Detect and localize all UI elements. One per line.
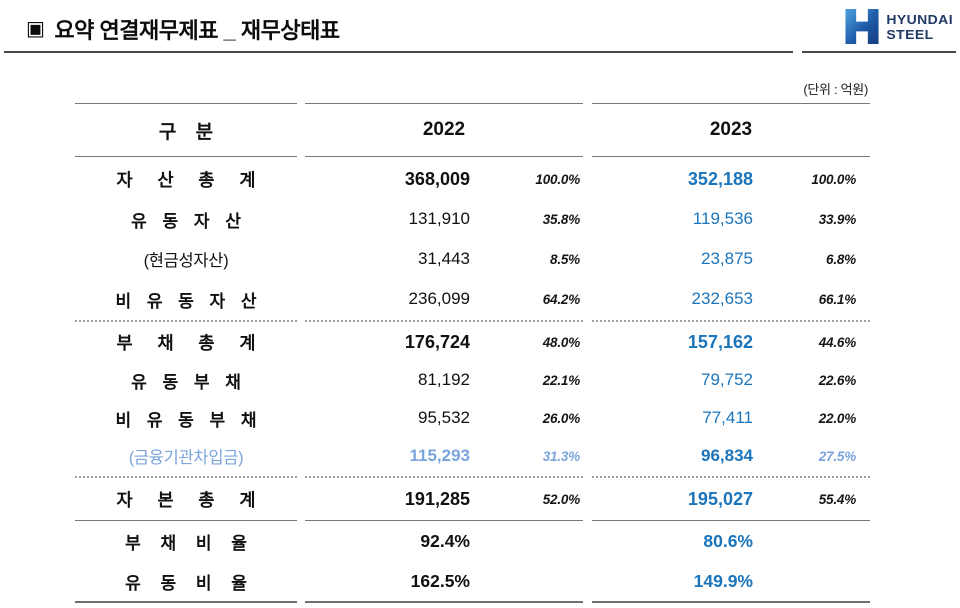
row-label: 자 본 총 계 [116,489,256,510]
value-2022: 236,099 [408,289,470,308]
pct-2022: 31.3% [542,448,580,464]
pct-2023: 27.5% [818,448,856,464]
row-label: 유 동 자 산 [131,211,241,231]
row-label: 부 채 비 율 [125,533,247,553]
table-header-row: 구 분 2022 2023 [75,104,870,156]
pct-2022: 22.1% [542,372,580,388]
liabilities-equity-rule [75,476,870,478]
row-label: (현금성자산) [143,252,229,270]
value-2023: 80.6% [703,530,753,551]
value-2022: 176,724 [404,331,470,352]
value-2022: 95,532 [418,408,470,427]
value-2023: 157,162 [687,331,753,352]
value-2023: 96,834 [701,446,753,465]
value-2022: 81,192 [418,370,470,389]
equity-ratio-rule [75,520,870,521]
table-row: 비 유 동 자 산 236,099 64.2% 232,653 66.1% [75,279,870,319]
pct-2023: 100.0% [811,171,856,187]
pct-2023: 22.6% [818,372,856,388]
pct-2023: 33.9% [818,211,856,227]
value-2022: 368,009 [404,168,470,189]
header-category: 구 분 [158,121,214,143]
title-bullet-icon: ▣ [26,18,45,40]
header-year-2023: 2023 [709,119,753,140]
row-label: 자 산 총 계 [116,169,256,190]
pct-2022: 35.8% [542,211,580,227]
table-row: 부 채 비 율 92.4% 80.6% [75,521,870,561]
ratio-section: 부 채 비 율 92.4% 80.6% 유 동 비 율 162.5% 149.9% [75,521,870,601]
value-2023: 79,752 [701,370,753,389]
table-row: (현금성자산) 31,443 8.5% 23,875 6.8% [75,239,870,279]
unit-note: (단위 : 억원) [803,82,868,97]
page-title-text: 요약 연결재무제표 _ 재무상태표 [54,18,340,43]
value-2022: 131,910 [408,209,470,228]
pct-2023: 22.0% [818,410,856,426]
row-label: 유 동 부 채 [131,372,241,392]
value-2023: 149.9% [693,570,753,591]
value-2023: 77,411 [702,408,753,427]
hyundai-h-icon [845,9,879,44]
value-2022: 191,285 [404,488,470,509]
pct-2022: 52.0% [542,491,580,507]
logo-line1: HYUNDAI [886,11,953,27]
hyundai-steel-logo: HYUNDAI STEEL [845,9,953,44]
value-2022: 162.5% [410,570,470,591]
header-bottom-rule [75,156,870,157]
financial-table: 구 분 2022 2023 자 산 총 계 368,009 100.0% 352,18… [75,103,870,603]
value-2023: 352,188 [687,168,753,189]
pct-2022: 26.0% [542,410,580,426]
pct-2023: 44.6% [818,334,856,350]
logo-line2: STEEL [886,25,934,42]
row-label: (금융기관차입금) [128,449,244,467]
pct-2023: 66.1% [818,291,856,307]
table-bottom-rule [75,601,870,603]
value-2023: 195,027 [687,488,753,509]
row-label: 비 유 동 자 산 [115,291,257,311]
table-row: 부 채 총 계 176,724 48.0% 157,162 44.6% [75,323,870,361]
logo-wordmark: HYUNDAI STEEL [886,12,953,41]
pct-2022: 8.5% [550,251,580,267]
pct-2023: 55.4% [818,491,856,507]
table-row: 유 동 비 율 162.5% 149.9% [75,561,870,601]
assets-liabilities-rule [75,320,870,322]
table-row: 유 동 자 산 131,910 35.8% 119,536 33.9% [75,199,870,239]
header-year-2022: 2022 [422,119,466,140]
table-row: 유 동 부 채 81,192 22.1% 79,752 22.6% [75,361,870,399]
assets-section: 자 산 총 계 368,009 100.0% 352,188 100.0% 유 동 자 산… [75,157,870,320]
equity-section: 자 본 총 계 191,285 52.0% 195,027 55.4% [75,478,870,520]
value-2022: 31,443 [418,249,470,268]
value-2022: 92.4% [420,530,470,551]
table-top-rule [75,103,870,104]
table-row: 자 산 총 계 368,009 100.0% 352,188 100.0% [75,159,870,199]
value-2023: 23,875 [701,249,753,268]
table-row: 비 유 동 부 채 95,532 26.0% 77,411 22.0% [75,399,870,437]
row-label: 비 유 동 부 채 [115,410,257,430]
pct-2022: 48.0% [542,334,580,350]
value-2023: 119,536 [692,209,753,228]
logo-divider [802,51,956,53]
value-2022: 115,293 [409,446,470,465]
liabilities-section: 부 채 총 계 176,724 48.0% 157,162 44.6% 유 동 부 채 81… [75,322,870,476]
pct-2022: 100.0% [535,171,580,187]
pct-2023: 6.8% [826,251,856,267]
page-title: ▣ 요약 연결재무제표 _ 재무상태표 [26,13,340,45]
table-row: (금융기관차입금) 115,293 31.3% 96,834 27.5% [75,437,870,475]
table-row: 자 본 총 계 191,285 52.0% 195,027 55.4% [75,478,870,520]
value-2023: 232,653 [691,289,753,308]
title-divider [4,51,793,53]
pct-2022: 64.2% [542,291,580,307]
row-label: 부 채 총 계 [116,332,256,353]
row-label: 유 동 비 율 [125,573,247,593]
